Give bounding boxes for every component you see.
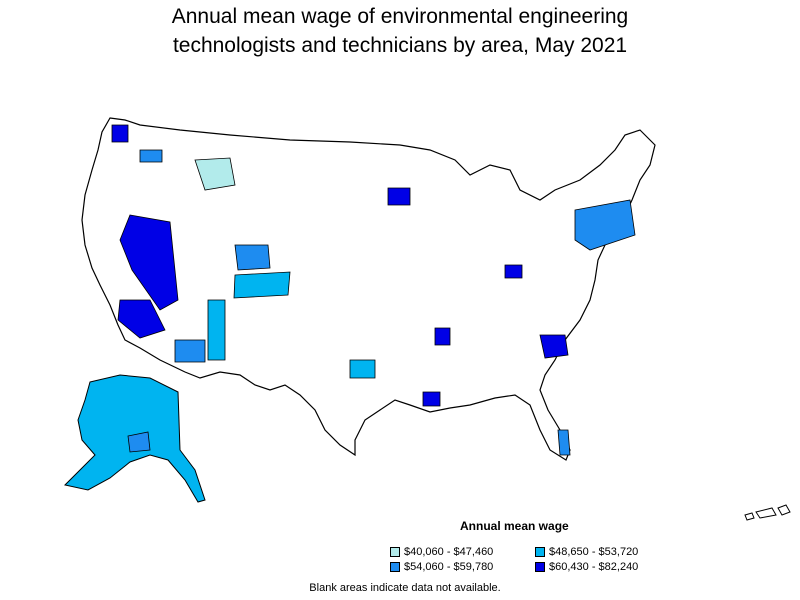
area-alaska-anchorage <box>127 431 151 453</box>
title-line-2: technologists and technicians by area, M… <box>172 34 628 57</box>
legend-label-1: $40,060 - $47,460 <box>404 546 494 558</box>
legend-item-4: $60,430 - $82,240 <box>535 561 638 573</box>
legend-label-2: $48,650 - $53,720 <box>549 546 639 558</box>
area-carolinas <box>539 334 569 359</box>
legend-item-3: $54,060 - $59,780 <box>390 561 493 573</box>
footnote: Blank areas indicate data not available. <box>309 582 501 594</box>
contiguous-us-outline <box>81 117 656 461</box>
area-washington <box>111 124 129 143</box>
area-florida <box>557 429 571 456</box>
area-idaho-light <box>194 157 236 191</box>
legend-label-3: $54,060 - $59,780 <box>404 561 494 573</box>
area-new-mexico <box>207 299 226 361</box>
area-ohio <box>504 264 523 279</box>
legend-item-2: $48,650 - $53,720 <box>535 546 638 558</box>
legend-title: Annual mean wage <box>460 519 569 533</box>
area-texas-central <box>349 359 376 379</box>
map-title: Annual mean wage of environmental engine… <box>0 2 800 60</box>
area-nevada-high <box>119 214 179 311</box>
area-minnesota <box>387 187 411 206</box>
legend-swatch-3 <box>390 562 400 572</box>
area-oregon <box>139 149 163 163</box>
title-line-1: Annual mean wage of environmental engine… <box>171 5 629 28</box>
area-northeast <box>574 199 636 251</box>
area-louisiana <box>422 391 441 407</box>
legend-item-1: $40,060 - $47,460 <box>390 546 493 558</box>
legend-swatch-1 <box>390 547 400 557</box>
legend-swatch-2 <box>535 547 545 557</box>
legend-swatch-4 <box>535 562 545 572</box>
area-colorado <box>233 271 291 299</box>
hawaii <box>744 504 791 521</box>
area-mississippi <box>434 327 451 346</box>
area-southern-california <box>117 299 166 339</box>
area-utah <box>234 244 271 271</box>
area-arizona <box>174 339 206 363</box>
legend-label-4: $60,430 - $82,240 <box>549 561 639 573</box>
